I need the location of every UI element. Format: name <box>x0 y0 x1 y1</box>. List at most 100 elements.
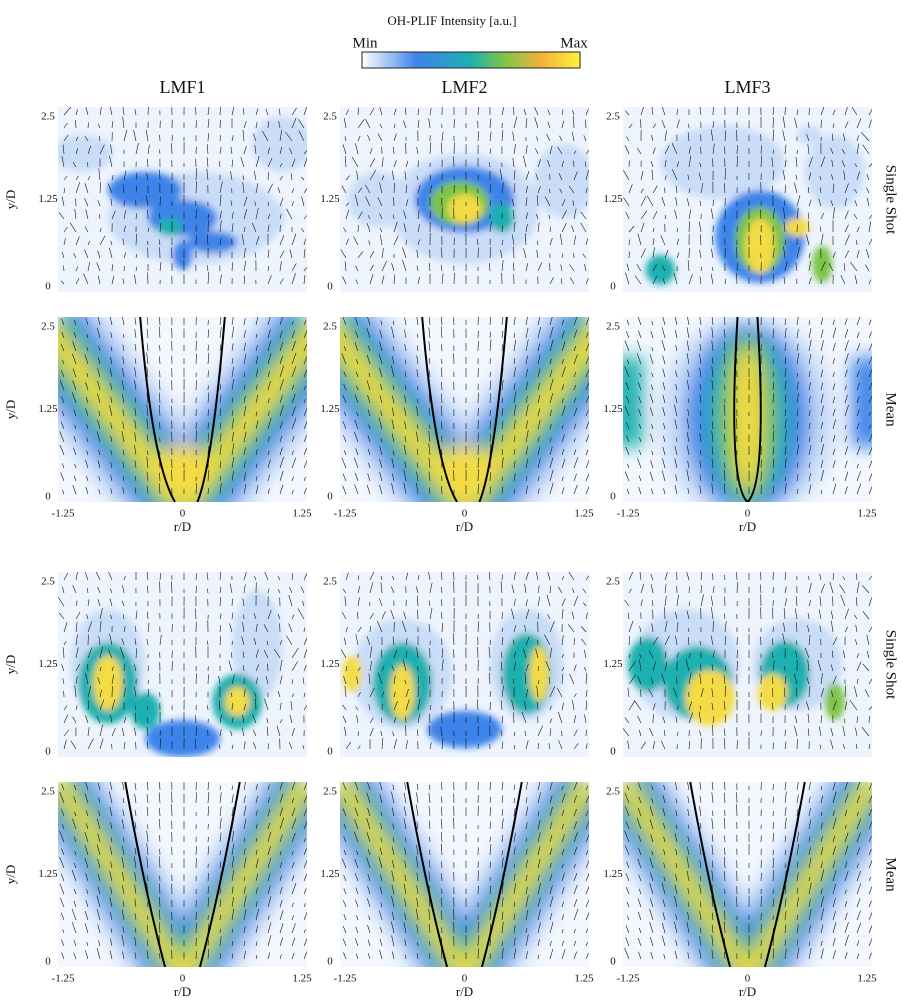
oh-plif-panel <box>58 782 307 967</box>
y-axis-label: y/D <box>3 400 18 420</box>
intensity-field <box>342 609 565 748</box>
y-axis-label: y/D <box>3 190 18 210</box>
y-tick-label: 2.5 <box>323 321 337 333</box>
x-tick-label: 1.25 <box>574 508 594 520</box>
intensity-field <box>645 125 865 285</box>
flame-region <box>187 230 238 254</box>
y-tick-label: 1.25 <box>603 868 623 880</box>
y-tick-label: 2.5 <box>41 111 55 123</box>
column-header: LMF3 <box>724 77 770 97</box>
y-tick-label: 2.5 <box>323 111 337 123</box>
flame-region <box>685 670 736 726</box>
x-tick-label: 1.25 <box>857 973 877 985</box>
flame-region <box>812 245 833 283</box>
y-tick-label: 0 <box>610 746 616 758</box>
flame-region <box>797 125 823 144</box>
mean-flame <box>340 782 589 967</box>
stoichiometric-contour <box>689 782 806 967</box>
y-tick-label: 2.5 <box>323 786 337 798</box>
x-axis-label: r/D <box>456 984 473 999</box>
x-tick-label: 0 <box>180 973 186 985</box>
flame-region <box>534 144 589 218</box>
colorbar <box>361 51 581 69</box>
stoichiometric-contour <box>139 317 226 502</box>
flame-region <box>145 720 220 757</box>
y-tick-label: 1.25 <box>603 658 623 670</box>
x-tick-label: -1.25 <box>334 973 357 985</box>
y-tick-label: 0 <box>610 956 616 968</box>
oh-plif-panel <box>623 107 872 292</box>
x-tick-label: 1.25 <box>292 973 312 985</box>
y-tick-label: 0 <box>45 956 51 968</box>
row-label: Mean <box>883 392 899 427</box>
flame-region <box>627 636 668 693</box>
velocity-vectors <box>59 782 307 960</box>
y-tick-label: 2.5 <box>41 786 55 798</box>
mean-flame-side <box>852 357 872 447</box>
y-tick-label: 0 <box>327 956 333 968</box>
flame-region <box>157 218 183 237</box>
mean-flame <box>58 328 307 502</box>
velocity-vectors <box>623 107 872 285</box>
y-tick-label: 1.25 <box>603 193 623 205</box>
oh-plif-panel <box>340 107 589 292</box>
intensity-field <box>340 317 589 502</box>
intensity-field <box>623 317 872 502</box>
flame-region <box>252 116 307 172</box>
velocity-vectors <box>341 782 589 960</box>
oh-plif-panel <box>58 317 307 502</box>
x-tick-label: 1.25 <box>574 973 594 985</box>
x-tick-label: 1.25 <box>857 508 877 520</box>
y-axis-label: y/D <box>3 865 18 885</box>
flame-region <box>824 683 845 720</box>
x-axis-label: r/D <box>174 984 191 999</box>
stoichiometric-contour <box>406 782 523 967</box>
y-tick-label: 1.25 <box>320 658 340 670</box>
flame-region <box>645 254 676 285</box>
flame-region <box>529 646 550 702</box>
column-header: LMF2 <box>441 77 487 97</box>
row-label: Single Shot <box>883 630 899 700</box>
stoichiometric-contour <box>421 317 508 502</box>
flame-region <box>232 590 283 702</box>
y-tick-label: 0 <box>327 746 333 758</box>
flame-region <box>660 125 785 200</box>
flame-region <box>342 655 363 693</box>
y-tick-label: 0 <box>610 281 616 293</box>
x-tick-label: 0 <box>180 508 186 520</box>
oh-plif-panel <box>340 317 589 502</box>
flame-region <box>224 686 250 717</box>
y-tick-label: 2.5 <box>41 321 55 333</box>
stoichiometric-contour <box>733 317 762 502</box>
oh-plif-panel <box>623 317 872 502</box>
intensity-field <box>623 782 872 967</box>
x-tick-label: 0 <box>462 973 468 985</box>
flame-region <box>804 134 865 209</box>
x-tick-label: -1.25 <box>334 508 357 520</box>
x-axis-label: r/D <box>456 519 473 534</box>
mean-flame <box>623 782 872 967</box>
velocity-vectors <box>59 317 307 495</box>
x-tick-label: 0 <box>745 973 751 985</box>
oh-plif-panel <box>340 572 589 757</box>
flame-region <box>347 171 408 228</box>
mean-flame-core <box>152 444 213 502</box>
intensity-field <box>58 116 307 270</box>
velocity-vectors <box>340 107 589 285</box>
oh-plif-panel <box>340 782 589 967</box>
mean-flame <box>340 328 589 502</box>
intensity-field <box>58 317 307 502</box>
x-tick-label: 0 <box>745 508 751 520</box>
y-tick-label: 1.25 <box>320 403 340 415</box>
x-tick-label: -1.25 <box>52 508 75 520</box>
flame-region <box>254 199 285 237</box>
mean-flame-core <box>434 444 495 502</box>
stoichiometric-contour <box>124 782 241 967</box>
y-tick-label: 1.25 <box>603 403 623 415</box>
flame-region <box>389 664 415 720</box>
y-tick-label: 0 <box>45 746 51 758</box>
intensity-field <box>340 782 589 967</box>
x-axis-label: r/D <box>174 519 191 534</box>
x-tick-label: -1.25 <box>52 973 75 985</box>
